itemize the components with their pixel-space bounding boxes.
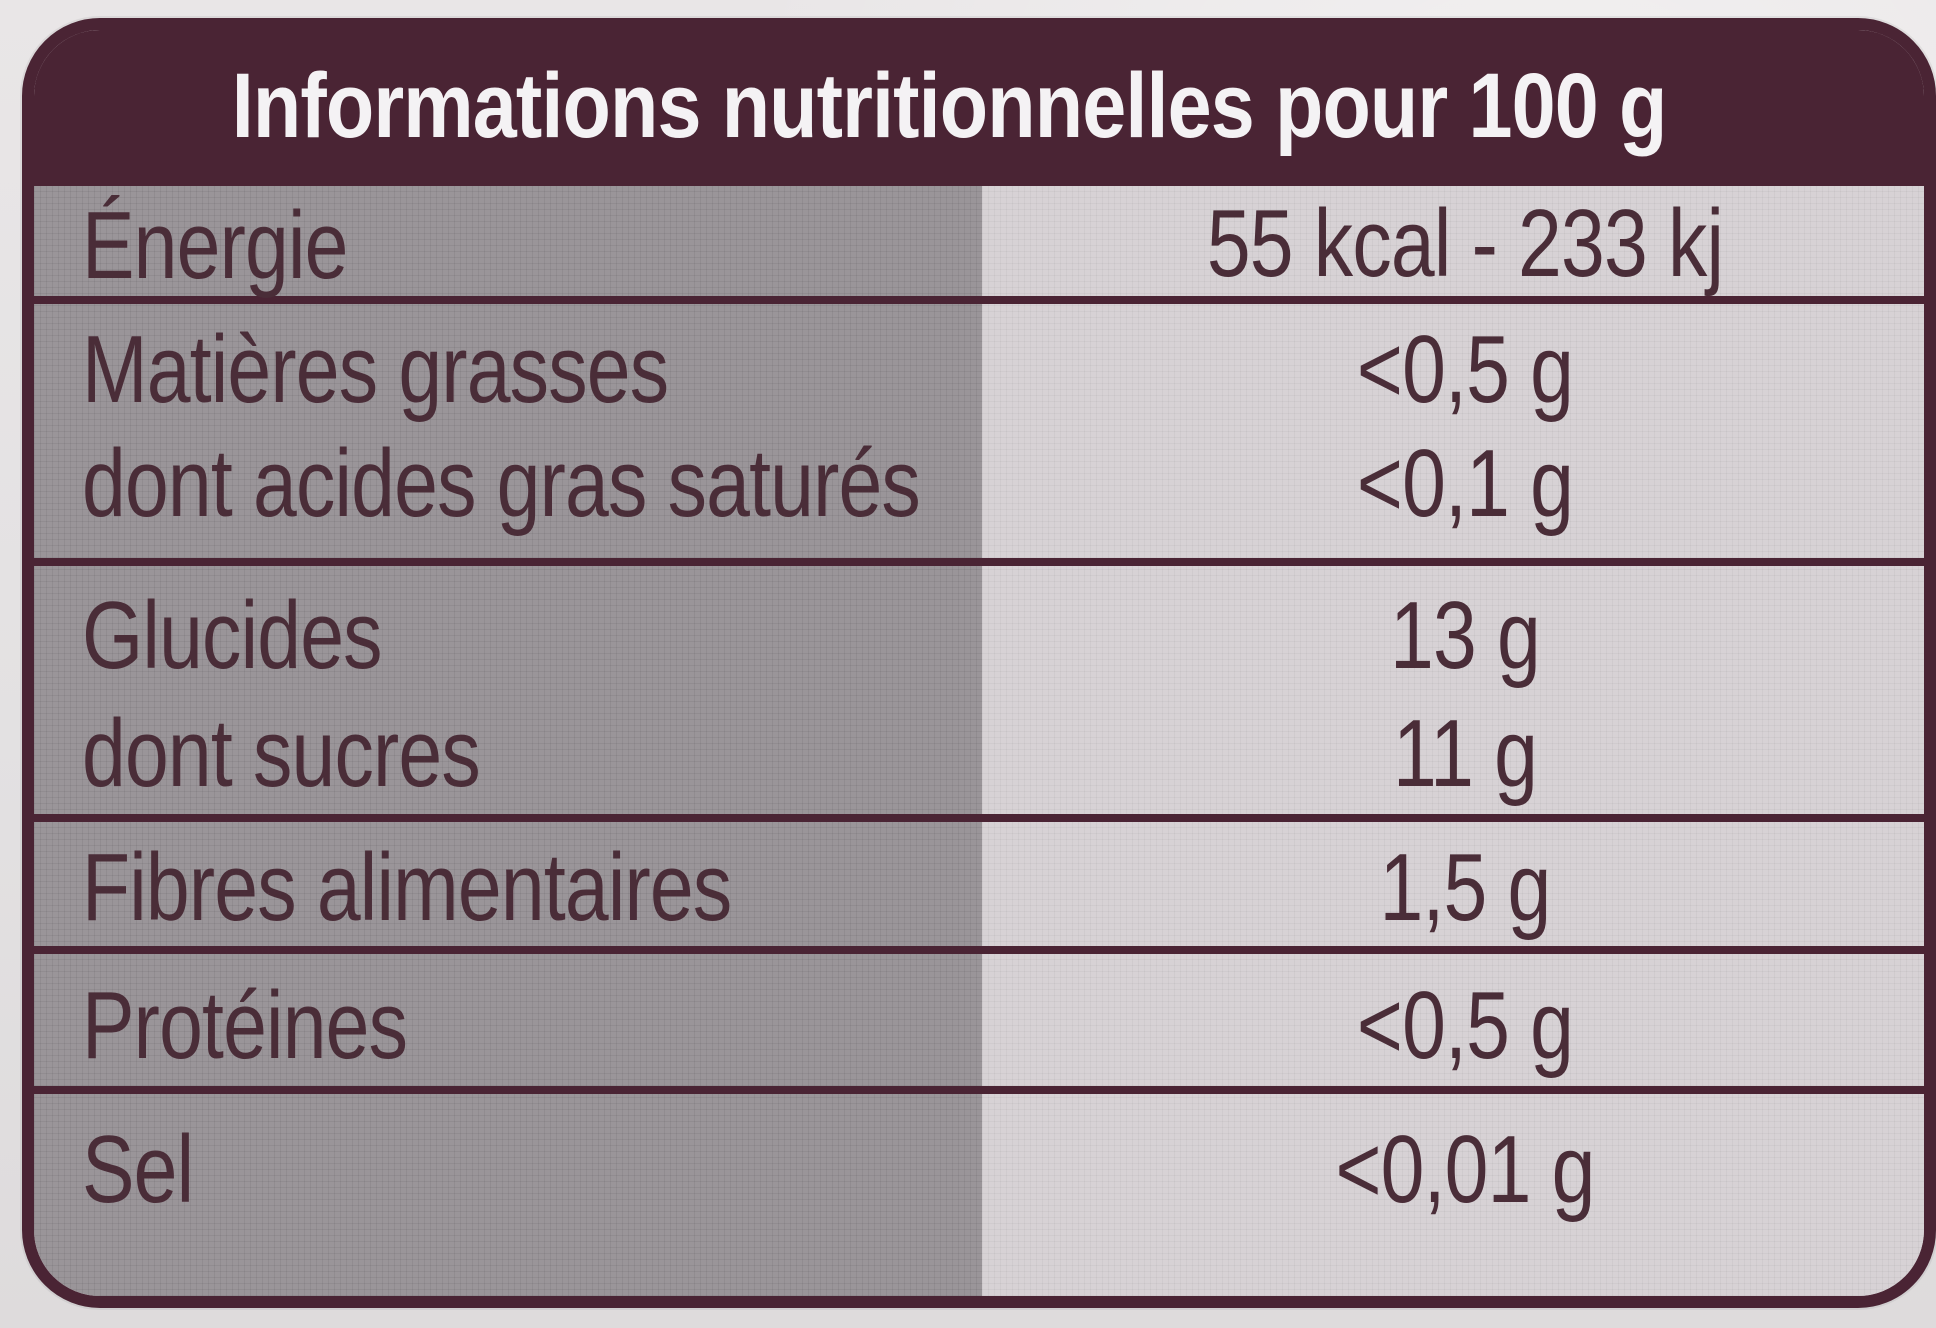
row-fibre-inner: Fibres alimentaires 1,5 g [34, 822, 1924, 946]
label-energy: Énergie [82, 192, 348, 299]
row-energy-inner: Énergie 55 kcal - 233 kj [34, 186, 1924, 296]
label-sugars: dont sucres [82, 700, 481, 807]
row-fibre: Fibres alimentaires 1,5 g [34, 822, 1924, 954]
value-energy: 55 kcal - 233 kj [1206, 190, 1724, 297]
row-carbs: Glucides 13 g dont sucres 11 g [34, 566, 1924, 822]
table-header: Informations nutritionnelles pour 100 g [34, 30, 1924, 186]
value-fibre: 1,5 g [1379, 834, 1552, 941]
row-fats-inner: Matières grasses <0,5 g dont acides gras… [34, 304, 1924, 558]
row-fats: Matières grasses <0,5 g dont acides gras… [34, 304, 1924, 566]
row-energy: Énergie 55 kcal - 233 kj [34, 186, 1924, 304]
label-carbs: Glucides [82, 582, 383, 689]
table-title: Informations nutritionnelles pour 100 g [231, 54, 1668, 157]
row-salt: Sel <0,01 g [34, 1094, 1924, 1296]
value-sugars: 11 g [1392, 700, 1538, 807]
value-saturated-fats: <0,1 g [1356, 430, 1574, 537]
label-fibre: Fibres alimentaires [82, 834, 732, 941]
label-protein: Protéines [82, 972, 408, 1079]
row-protein-inner: Protéines <0,5 g [34, 954, 1924, 1086]
row-salt-inner: Sel <0,01 g [34, 1094, 1924, 1296]
value-protein: <0,5 g [1356, 972, 1574, 1079]
table-body: Énergie 55 kcal - 233 kj Matières grasse… [34, 186, 1924, 1296]
nutrition-table: Informations nutritionnelles pour 100 g … [22, 18, 1936, 1308]
label-saturated-fats: dont acides gras saturés [82, 430, 921, 537]
label-salt: Sel [82, 1116, 194, 1223]
label-column-background [34, 186, 982, 1296]
value-column-background [982, 186, 1924, 1296]
label-fats: Matières grasses [82, 316, 669, 423]
row-protein: Protéines <0,5 g [34, 954, 1924, 1094]
table-rows: Énergie 55 kcal - 233 kj Matières grasse… [34, 186, 1924, 1296]
value-salt: <0,01 g [1335, 1116, 1595, 1223]
value-fats: <0,5 g [1356, 316, 1574, 423]
value-carbs: 13 g [1390, 582, 1541, 689]
row-carbs-inner: Glucides 13 g dont sucres 11 g [34, 566, 1924, 814]
